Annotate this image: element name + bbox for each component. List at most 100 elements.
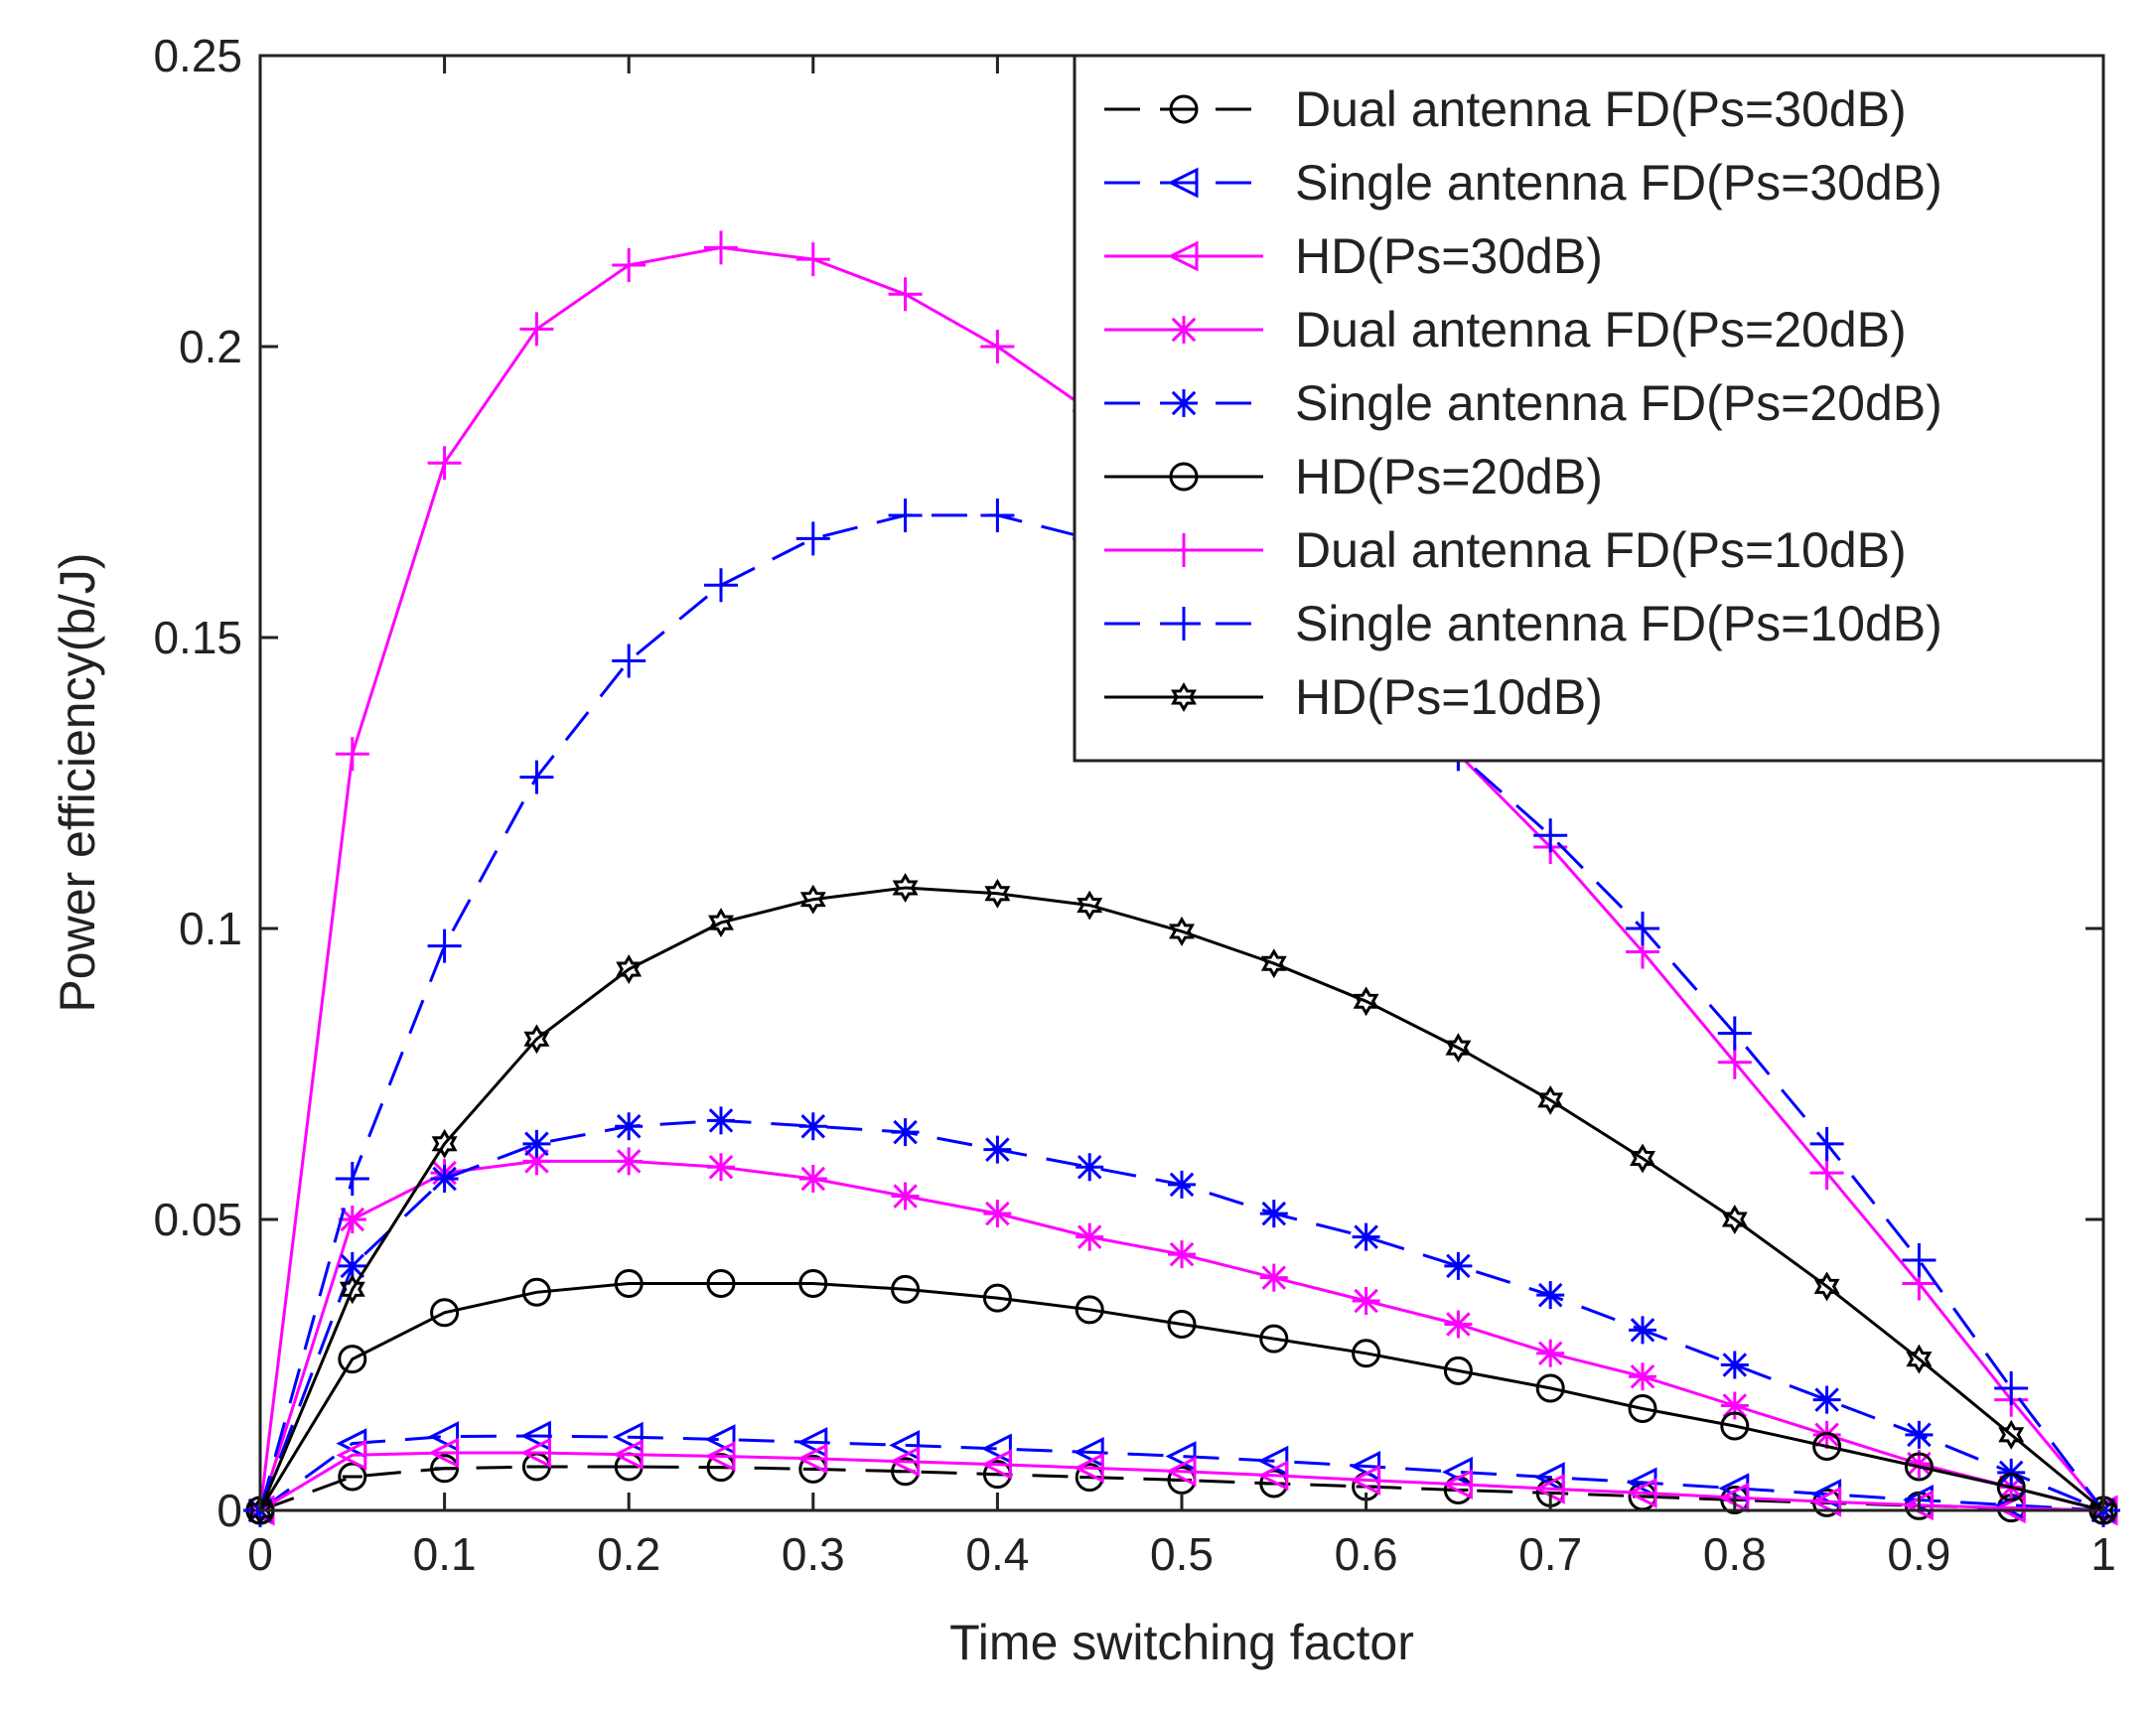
x-tick-label: 0.6 (1335, 1528, 1398, 1580)
data-point (522, 1129, 551, 1158)
data-point (1165, 1441, 1197, 1472)
data-point (981, 1433, 1012, 1465)
data-point (1906, 1344, 1933, 1374)
legend-entry: HD(Ps=20dB) (1104, 449, 1603, 504)
data-point (798, 1112, 827, 1141)
x-tick-label: 0.1 (413, 1528, 477, 1580)
legend-label: HD(Ps=20dB) (1295, 449, 1603, 504)
data-point (1996, 1473, 2026, 1502)
data-point (798, 1164, 827, 1193)
data-point (1165, 1456, 1197, 1488)
series-line (259, 1451, 2104, 1512)
legend-label: Dual antenna FD(Ps=30dB) (1295, 81, 1907, 137)
data-point (339, 1274, 365, 1305)
data-point (335, 737, 369, 772)
data-point (519, 312, 554, 347)
legend-box (1073, 54, 2105, 763)
data-point (795, 242, 830, 277)
data-point (1905, 1450, 1934, 1479)
x-tick-label: 0.9 (1887, 1528, 1950, 1580)
data-point (704, 1424, 736, 1455)
legend-entry: HD(Ps=30dB) (1104, 228, 1603, 284)
series-line (259, 1434, 2104, 1512)
data-point (1721, 1205, 1748, 1234)
data-point (1998, 1419, 2025, 1450)
data-point (427, 928, 462, 963)
data-point (1720, 1411, 1750, 1441)
data-point (888, 277, 923, 312)
data-point (520, 1420, 551, 1452)
legend-label: Single antenna FD(Ps=10dB) (1295, 596, 1942, 651)
legend-entry: Single antenna FD(Ps=30dB) (1104, 155, 1942, 211)
data-point (520, 1437, 551, 1469)
x-tick-label: 0.3 (782, 1528, 845, 1580)
data-point (704, 1441, 736, 1472)
data-point (889, 1446, 921, 1478)
y-tick-label: 0.15 (153, 612, 242, 663)
data-point (615, 1112, 644, 1141)
data-point (891, 1118, 920, 1147)
data-point (338, 1251, 366, 1280)
series-line (258, 513, 2105, 1511)
data-point (1076, 1153, 1104, 1182)
x-tick-label: 1 (2090, 1528, 2116, 1580)
series-line (258, 1282, 2104, 1512)
data-point (1073, 1452, 1104, 1484)
x-axis-label: Time switching factor (949, 1615, 1414, 1670)
data-point (1536, 1339, 1565, 1367)
data-point (1259, 1263, 1288, 1292)
legend-entry: Single antenna FD(Ps=20dB) (1104, 375, 1942, 431)
data-point (1170, 389, 1198, 417)
data-point (430, 1454, 460, 1484)
legend-entry: Dual antenna FD(Ps=10dB) (1104, 522, 1907, 578)
data-point (1352, 1222, 1380, 1251)
data-point (1171, 682, 1197, 712)
data-point (522, 1147, 551, 1176)
data-point (1813, 1271, 1840, 1302)
legend-label: Single antenna FD(Ps=20dB) (1295, 375, 1942, 431)
data-point (1075, 1295, 1104, 1325)
y-tick-label: 0.1 (179, 903, 242, 954)
data-point (1168, 1240, 1196, 1269)
data-point (614, 1268, 644, 1298)
data-point (1259, 1200, 1288, 1228)
y-tick-label: 0.2 (179, 321, 242, 372)
data-point (984, 878, 1011, 909)
data-point (796, 1427, 828, 1458)
data-point (338, 1462, 367, 1492)
data-point (1169, 916, 1195, 946)
data-point (1535, 1373, 1565, 1403)
data-point (1259, 1324, 1289, 1354)
data-point (1442, 1469, 1473, 1500)
data-point (612, 1439, 644, 1471)
data-point (888, 498, 923, 532)
data-point (1626, 1477, 1657, 1508)
data-point (1167, 607, 1201, 641)
data-point (1352, 1339, 1381, 1368)
data-point (891, 1182, 920, 1211)
data-point (1352, 1287, 1380, 1316)
data-point (1717, 1016, 1752, 1051)
data-point (1257, 1460, 1289, 1492)
x-tick-label: 0 (247, 1528, 273, 1580)
data-point (1626, 912, 1659, 945)
series-9 (247, 873, 2116, 1525)
data-point (1809, 1126, 1844, 1161)
x-tick-label: 0.4 (965, 1528, 1029, 1580)
data-point (889, 1429, 921, 1461)
x-tick-label: 0.5 (1150, 1528, 1214, 1580)
data-point (338, 1345, 367, 1374)
data-point (706, 1268, 736, 1298)
data-point (708, 908, 734, 938)
data-point (1810, 1486, 1842, 1517)
data-point (1629, 1316, 1656, 1345)
data-point (428, 1421, 460, 1453)
data-point (980, 498, 1015, 532)
data-point (891, 1274, 921, 1304)
data-point (1168, 1170, 1196, 1199)
data-point (521, 1277, 551, 1307)
data-point (1169, 462, 1199, 492)
data-point (1905, 1420, 1934, 1449)
data-point (431, 1128, 458, 1159)
